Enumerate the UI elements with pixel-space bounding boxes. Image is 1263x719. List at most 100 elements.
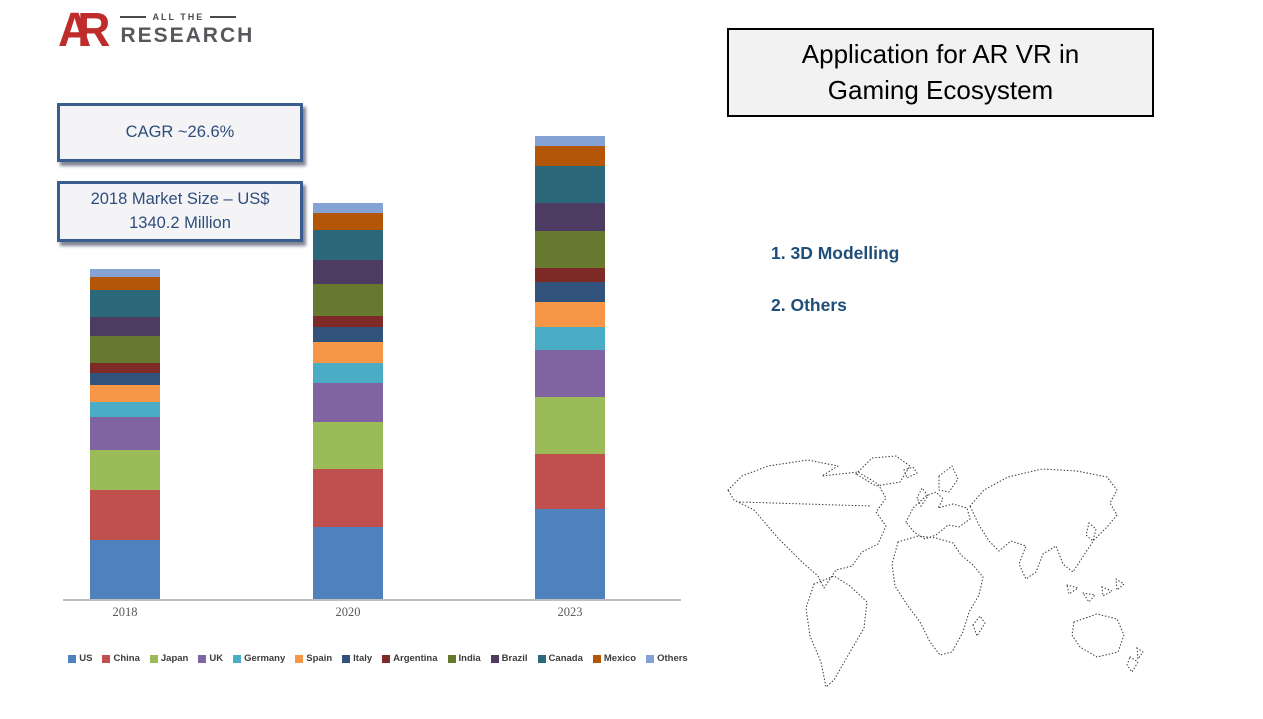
cagr-box: CAGR ~26.6% [57,103,303,162]
bar-segment-spain-2023 [535,302,605,327]
bar-segment-india-2023 [535,231,605,268]
bar-segment-canada-2018 [90,290,160,317]
map-south-america [805,575,868,689]
bar-segment-germany-2018 [90,402,160,417]
application-item-3d-modelling: 1. 3D Modelling [771,243,900,263]
map-europe [905,491,971,540]
legend-swatch-us [68,654,77,663]
bar-segment-japan-2020 [313,422,383,469]
logo-text: ALL THE RESEARCH [120,6,254,48]
legend-swatch-germany [233,654,242,663]
map-japan [1085,522,1097,542]
legend-item-us: US [68,653,92,664]
x-axis-label-2018: 2018 [112,605,138,619]
legend-swatch-spain [295,654,304,663]
application-item-others: 2. Others [771,295,847,315]
legend-label-argentina: Argentina [393,653,438,664]
bar-segment-argentina-2018 [90,363,160,373]
x-axis-label-2023: 2023 [557,605,583,619]
legend-label-china: China [113,653,140,664]
legend-swatch-japan [149,654,158,663]
legend-item-brazil: Brazil [490,653,528,664]
bar-segment-uk-2018 [90,417,160,450]
bar-segment-germany-2023 [535,327,605,350]
legend-label-japan: Japan [160,653,189,664]
legend-swatch-italy [342,654,351,663]
map-us-canada-border [739,501,871,507]
legend-item-japan: Japan [149,653,189,664]
bar-segment-mexico-2023 [535,146,605,166]
application-list: 1. 3D Modelling 2. Others [771,243,899,316]
legend-swatch-others [646,654,655,663]
market-size-box: 2018 Market Size – US$ 1340.2 Million [57,181,303,242]
bar-segment-argentina-2020 [313,316,383,327]
bar-segment-india-2020 [313,284,383,316]
legend-swatch-argentina [382,654,391,663]
bar-segment-others-2018 [90,269,160,277]
market-size-line2: 1340.2 Million [129,213,231,232]
legend-label-italy: Italy [353,653,373,664]
legend-swatch-canada [537,654,546,663]
legend-item-canada: Canada [537,653,583,664]
legend-item-italy: Italy [342,653,372,664]
legend-label-us: US [79,653,93,664]
bar-segment-china-2023 [535,454,605,509]
legend-item-germany: Germany [233,653,285,664]
legend-label-india: India [458,653,481,664]
map-north-america [727,459,887,590]
logo-tagline: ALL THE [120,12,254,22]
bar-segment-mexico-2020 [313,213,383,230]
bar-segment-uk-2020 [313,383,383,422]
bar-segment-us-2023 [535,509,605,599]
legend-label-brazil: Brazil [501,653,528,664]
bar-segment-japan-2018 [90,450,160,490]
legend-item-argentina: Argentina [382,653,438,664]
legend-label-uk: UK [209,653,224,664]
bar-segment-italy-2018 [90,373,160,385]
logo-name: RESEARCH [120,24,255,47]
map-united-kingdom [916,486,929,508]
bar-segment-india-2018 [90,336,160,363]
legend-item-uk: UK [198,653,223,664]
title-box: Application for AR VR in Gaming Ecosyste… [727,28,1154,117]
page-title-line2: Gaming Ecosystem [827,74,1054,105]
bar-2020 [313,203,383,599]
bar-segment-brazil-2023 [535,203,605,231]
bar-segment-mexico-2018 [90,277,160,290]
legend-swatch-india [447,654,456,663]
map-africa [891,535,984,656]
map-greenland [855,455,911,487]
legend-label-others: Others [657,653,688,664]
legend-label-mexico: Mexico [603,653,637,664]
bar-segment-spain-2018 [90,385,160,402]
bar-2023 [535,136,605,599]
bar-segment-canada-2023 [535,166,605,203]
bar-segment-spain-2020 [313,342,383,363]
legend-swatch-mexico [592,654,601,663]
bar-segment-italy-2023 [535,282,605,302]
x-axis-line [63,599,681,601]
stacked-bar-chart: 2018 2020 2023 [63,126,681,619]
page-title-line1: Application for AR VR in [801,39,1080,70]
bar-segment-china-2020 [313,469,383,527]
map-australia [1071,613,1125,658]
map-asia [969,468,1118,580]
bar-2018 [90,269,160,599]
bar-segment-brazil-2018 [90,317,160,336]
legend-swatch-uk [198,654,207,663]
legend-label-canada: Canada [548,653,583,664]
alltheresearch-logo: AR ALL THE RESEARCH [58,1,254,57]
bar-segment-canada-2020 [313,230,383,260]
logo-monogram: AR [58,1,111,57]
chart-legend: US China Japan UK Germany Spain Italy Argentina… [63,653,693,664]
legend-label-spain: Spain [306,653,333,664]
bar-segment-brazil-2020 [313,260,383,284]
cagr-text: CAGR ~26.6% [125,122,235,141]
bar-segment-germany-2020 [313,363,383,383]
legend-label-germany: Germany [244,653,286,664]
legend-item-india: India [447,653,481,664]
bar-segment-us-2020 [313,527,383,599]
map-new-zealand [1126,646,1144,674]
bar-segment-argentina-2023 [535,268,605,282]
